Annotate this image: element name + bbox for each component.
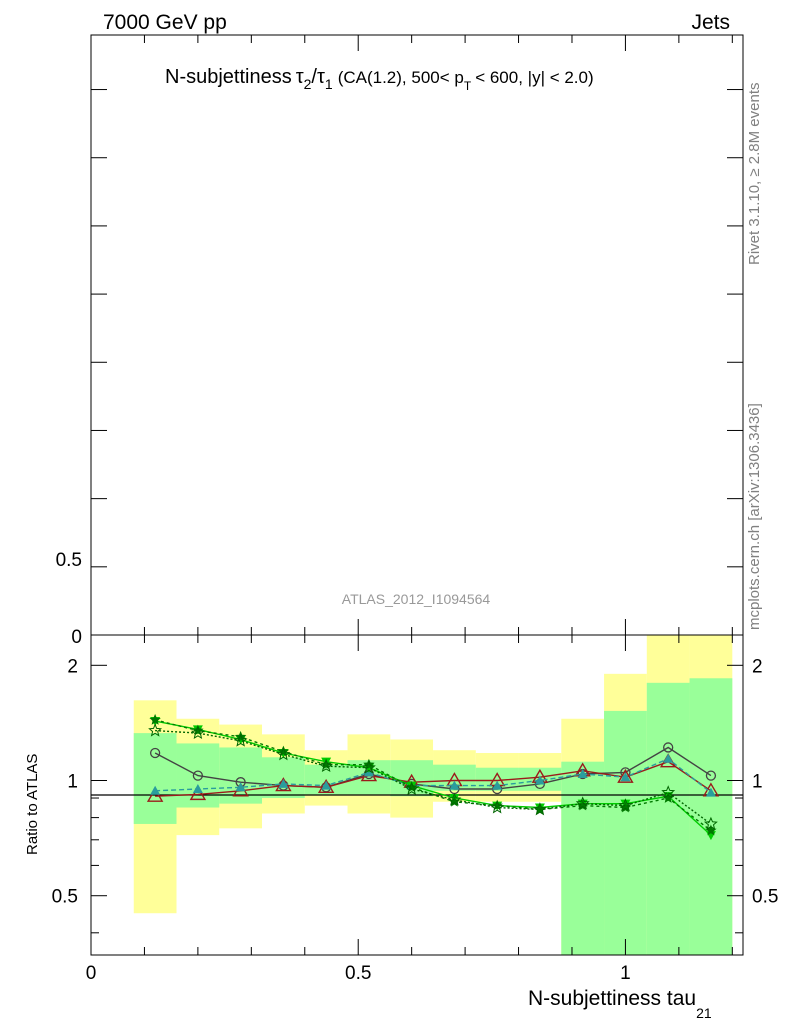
y-axis-label: Ratio to ATLAS <box>24 754 41 855</box>
band-inner-bin <box>219 747 263 804</box>
series-marker <box>703 816 718 830</box>
series-marker <box>149 747 161 759</box>
energy-label: 7000 GeV pp <box>103 11 227 34</box>
x-tick-label: 1 <box>620 963 631 984</box>
y-tick-label: 1 <box>67 772 78 793</box>
mcplots-label: mcplots.cern.ch [arXiv:1306.3436] <box>746 403 763 630</box>
series-marker <box>190 725 205 740</box>
series-marker <box>490 800 505 814</box>
main-axis-ticks <box>90 35 743 635</box>
y-tick-label: 2 <box>67 656 78 677</box>
series-line <box>154 720 712 836</box>
series-marker <box>449 780 460 790</box>
series-marker <box>148 723 163 737</box>
series-marker <box>577 768 588 778</box>
series-marker <box>532 802 547 816</box>
band-inner-bin <box>133 733 177 824</box>
series-marker <box>192 784 203 794</box>
series-marker <box>233 733 248 747</box>
main-ytick-label: 0.5 <box>56 550 82 571</box>
x-tick-label: 0 <box>86 963 97 984</box>
series-marker <box>192 770 204 781</box>
analysis-watermark: ATLAS_2012_I1094564 <box>342 591 491 607</box>
main-panel: 0.5 0 N-subjettiness τ2/τ1 (CA(1.2), 500< … <box>56 34 744 648</box>
y-tick-label: 0.5 <box>52 887 78 908</box>
series-marker <box>705 770 717 781</box>
series-marker <box>705 787 716 797</box>
title-tau: τ <box>296 66 304 88</box>
series-marker <box>276 747 291 761</box>
ratio-series <box>146 713 720 841</box>
title-sub2: 2 <box>304 76 312 92</box>
series-marker <box>617 768 634 783</box>
y-tick-label: 1 <box>752 772 763 793</box>
series-marker <box>661 785 676 799</box>
x-tick-label: 0.5 <box>345 963 371 984</box>
series-marker <box>150 785 161 795</box>
ratio-axis-ticks <box>90 635 743 955</box>
series-marker <box>321 780 332 790</box>
series-line <box>155 757 712 794</box>
process-label: Jets <box>691 11 730 34</box>
chart-title: N-subjettiness τ2/τ1 (CA(1.2), 500< pT < 60… <box>165 66 594 93</box>
ratio-tick-labels: 0 0.5 1 0.5 0.5 1 1 2 2 <box>52 656 779 984</box>
series-marker <box>189 785 207 801</box>
band-inner-bin <box>390 760 434 797</box>
series-marker <box>146 787 164 802</box>
series-marker <box>663 742 674 753</box>
title-tau: τ <box>317 66 325 88</box>
series-line <box>155 729 712 825</box>
x-axis-label-main: N-subjettiness tau <box>528 987 696 1010</box>
title-slash: / <box>311 66 317 88</box>
y-tick-label: 2 <box>752 656 763 677</box>
ratio-frame <box>90 634 744 956</box>
series-marker <box>363 758 375 770</box>
series-marker <box>534 775 545 785</box>
ratio-panel: 0 0.5 1 0.5 0.5 1 1 2 2 Ratio to ATLAS N-subjett… <box>24 634 779 1021</box>
series-line <box>154 746 712 790</box>
series-marker <box>618 798 633 812</box>
title-pt-sub: T <box>464 79 472 93</box>
band-inner-bin <box>561 761 605 955</box>
series-marker <box>447 792 462 806</box>
title-sub1: 1 <box>325 76 333 92</box>
title-cuts: (CA(1.2), 500< p <box>338 68 464 87</box>
series-marker <box>492 780 503 790</box>
series-marker <box>620 772 631 782</box>
series-marker <box>575 796 590 810</box>
series-marker <box>705 824 717 836</box>
series-marker <box>404 781 419 795</box>
title-cuts-2: < 600, |y| < 2.0) <box>475 68 593 87</box>
main-frame <box>90 34 744 636</box>
series-marker <box>149 713 161 725</box>
x-axis-label-sub: 21 <box>696 1005 712 1021</box>
band-inner-bin <box>604 710 647 955</box>
series-marker <box>317 778 335 793</box>
series-marker <box>662 792 674 803</box>
main-ytick-label: 0 <box>71 627 82 648</box>
band-inner-bin <box>689 678 733 955</box>
series-marker <box>235 782 246 792</box>
series-marker <box>278 778 289 788</box>
series-marker <box>361 760 376 774</box>
uncertainty-bands <box>133 635 733 955</box>
series-marker <box>319 758 334 773</box>
title-prefix: N-subjettiness <box>165 66 292 88</box>
rivet-version-label: Rivet 3.1.10, ≥ 2.8M events <box>746 83 763 266</box>
y-tick-label: 0.5 <box>752 887 778 908</box>
series-marker <box>663 753 674 763</box>
band-inner-bin <box>646 682 690 955</box>
x-axis-label: N-subjettiness tau21 <box>528 987 712 1021</box>
